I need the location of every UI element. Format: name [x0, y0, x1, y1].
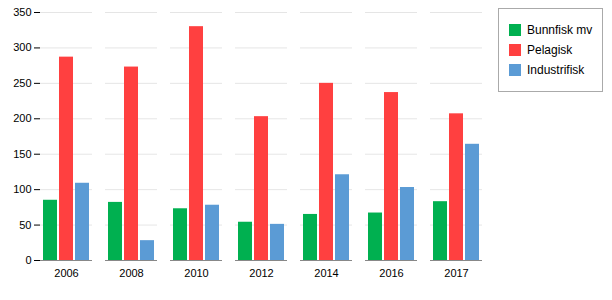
svg-text:100: 100	[13, 183, 31, 195]
svg-text:250: 250	[13, 77, 31, 89]
svg-text:2014: 2014	[314, 267, 338, 279]
html-text:Pelagisk: Pelagisk	[527, 43, 573, 57]
svg-text:200: 200	[13, 112, 31, 124]
html-text:Bunnfisk mv: Bunnfisk mv	[527, 23, 593, 37]
svg-text:2006: 2006	[54, 267, 78, 279]
svg-text:2016: 2016	[379, 267, 403, 279]
svg-text:2017: 2017	[444, 267, 468, 279]
svg-text:350: 350	[13, 6, 31, 18]
svg-text:0: 0	[25, 254, 31, 266]
html-text:Industrifisk: Industrifisk	[527, 63, 585, 77]
svg-text:300: 300	[13, 41, 31, 53]
svg-text:2012: 2012	[249, 267, 273, 279]
svg-text:2010: 2010	[184, 267, 208, 279]
svg-text:2008: 2008	[119, 267, 143, 279]
svg-text:150: 150	[13, 148, 31, 160]
svg-text:50: 50	[19, 219, 31, 231]
